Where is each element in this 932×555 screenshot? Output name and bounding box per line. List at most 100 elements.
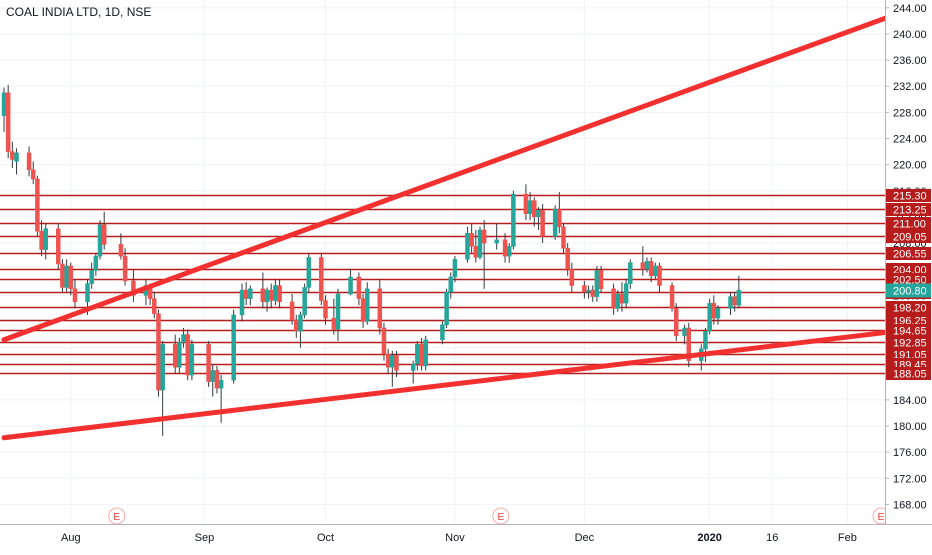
candle-down <box>30 161 36 185</box>
level-label-text: 215.30 <box>893 191 927 203</box>
time-axis-panel <box>0 524 932 550</box>
candle-down <box>469 223 474 253</box>
candles <box>1 84 742 436</box>
y-tick-label: 184.00 <box>893 395 927 407</box>
y-tick-label: 180.00 <box>893 421 927 433</box>
candle-body <box>410 363 416 371</box>
candle-body <box>619 293 625 304</box>
candle-body <box>239 289 245 316</box>
candle-down <box>356 272 362 306</box>
candle-body <box>43 228 49 250</box>
candle-up <box>511 190 516 250</box>
candle-up <box>348 269 353 296</box>
candle-body <box>452 259 458 278</box>
candle-body <box>93 255 99 271</box>
candle-down <box>319 252 324 306</box>
candle-body <box>623 283 629 304</box>
candle-down <box>35 175 40 237</box>
candle-up <box>248 285 253 306</box>
candle-body <box>728 296 733 309</box>
y-tick-label: 228.00 <box>893 107 927 119</box>
candle-body <box>502 239 508 257</box>
candle-up <box>365 282 370 325</box>
level-label-text: 213.25 <box>893 205 927 217</box>
candle-body <box>294 319 299 332</box>
candle-body <box>360 298 366 322</box>
candle-body <box>715 308 721 319</box>
candle-up <box>623 278 629 309</box>
candle-body <box>669 285 675 309</box>
candle-down <box>5 84 11 159</box>
candle-up <box>14 148 19 175</box>
candle-down <box>131 269 136 302</box>
candle-down <box>156 309 161 397</box>
candle-up <box>506 243 512 263</box>
candle-body <box>5 92 11 152</box>
candle-body <box>185 334 190 376</box>
candle-body <box>390 355 395 368</box>
level-price-label: 188.05 <box>886 367 931 381</box>
level-label-box <box>886 203 931 216</box>
candle-down <box>101 211 107 250</box>
price-axis[interactable]: 168.00172.00176.00180.00184.00188.00192.… <box>885 0 932 524</box>
candle-body <box>323 300 328 319</box>
last-price-text: 200.80 <box>893 286 927 298</box>
candle-body <box>152 298 157 314</box>
x-tick-label: 16 <box>766 532 778 544</box>
candle-body <box>30 169 36 180</box>
last-price-label: 200.80 <box>886 283 931 298</box>
candle-up <box>231 309 236 384</box>
candle-down <box>686 322 692 368</box>
candle-body <box>385 353 391 368</box>
candle-up <box>594 265 600 302</box>
last-price-box <box>886 283 931 298</box>
candle-body <box>189 344 195 376</box>
y-tick-label: 176.00 <box>893 447 927 459</box>
candle-body <box>415 344 420 365</box>
candle-body <box>14 152 19 162</box>
candle-up <box>89 262 94 289</box>
candle-down <box>68 262 74 296</box>
candle-down <box>289 294 295 325</box>
candle-up <box>552 205 558 240</box>
time-axis[interactable]: Aug Sep Oct Nov Dec 2020 16 Feb <box>0 524 932 550</box>
candle-down <box>394 350 399 377</box>
candle-body <box>35 178 40 232</box>
level-label-text: 209.05 <box>893 232 927 244</box>
y-tick-label: 232.00 <box>893 81 927 93</box>
candle-body <box>682 327 687 337</box>
candle-body <box>10 151 15 160</box>
candle-down <box>72 278 78 309</box>
candle-body <box>523 193 529 214</box>
candle-down <box>532 197 537 227</box>
candle-body <box>465 233 470 260</box>
candle-body <box>473 246 479 258</box>
candle-body <box>703 331 708 350</box>
earnings-marker-label: E <box>113 512 120 523</box>
level-price-label: 211.00 <box>886 217 931 231</box>
candle-up <box>494 223 499 250</box>
candle-body <box>122 255 128 282</box>
earnings-marker[interactable]: E <box>108 507 126 525</box>
candle-body <box>72 288 78 303</box>
level-label-text: 211.00 <box>893 219 926 231</box>
x-tick-label: Nov <box>445 532 465 544</box>
earnings-marker[interactable]: E <box>492 507 510 525</box>
plot-area <box>0 0 885 524</box>
candle-body <box>469 233 474 247</box>
candle-body <box>440 324 445 341</box>
level-price-label: 209.05 <box>886 230 931 244</box>
candle-body <box>118 244 124 257</box>
candle-body <box>506 246 512 257</box>
candle-body <box>156 313 161 391</box>
candle-up <box>477 226 483 260</box>
candle-body <box>68 265 74 290</box>
candle-down <box>481 220 487 289</box>
level-price-label: 194.65 <box>886 324 931 338</box>
candle-up <box>302 283 307 319</box>
candle-body <box>218 380 224 389</box>
candle-body <box>657 265 662 286</box>
candle-body <box>60 263 65 288</box>
y-tick-label: 236.00 <box>893 55 927 67</box>
